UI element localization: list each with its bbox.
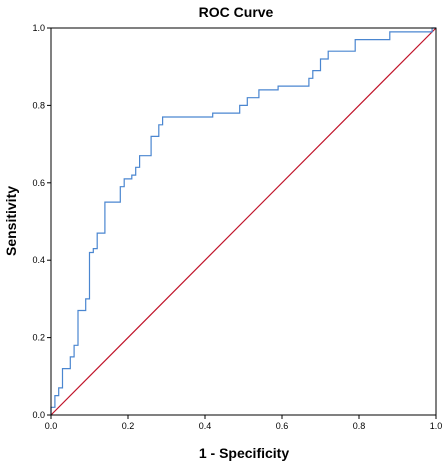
y-axis-ticks: 0.0 0.2 0.4 0.6 0.8 1.0 (32, 23, 51, 420)
y-tick-label: 1.0 (32, 23, 45, 33)
y-tick-label: 0.2 (32, 333, 45, 343)
y-tick-label: 0.0 (32, 410, 45, 420)
x-tick-label: 1.0 (430, 421, 443, 431)
series-layer (50, 27, 437, 416)
y-tick-label: 0.4 (32, 255, 45, 265)
x-tick-label: 0.4 (199, 421, 212, 431)
roc-curve-line (50, 27, 436, 415)
x-tick-label: 0.0 (45, 421, 58, 431)
y-tick-label: 0.6 (32, 178, 45, 188)
x-axis-label: 1 - Specificity (199, 445, 289, 461)
y-axis-label: Sensitivity (3, 186, 19, 256)
chart-title: ROC Curve (199, 4, 274, 20)
x-axis-ticks: 0.0 0.2 0.4 0.6 0.8 1.0 (45, 415, 443, 431)
x-tick-label: 0.6 (276, 421, 289, 431)
x-tick-label: 0.2 (122, 421, 135, 431)
plot-frame (50, 27, 437, 416)
y-tick-label: 0.8 (32, 100, 45, 110)
x-tick-label: 0.8 (353, 421, 366, 431)
reference-diagonal-line (50, 27, 437, 416)
